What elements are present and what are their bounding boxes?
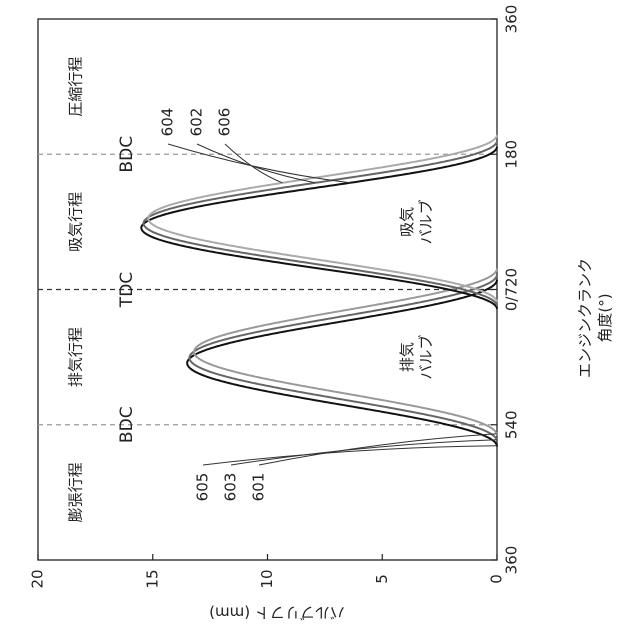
x-tick-label: 0/720	[503, 268, 521, 311]
x-tick-label: 180	[503, 140, 521, 169]
valve-label: 排気バルブ	[398, 335, 435, 380]
y-tick-label: 5	[373, 574, 391, 584]
y-tick-label: 0	[488, 574, 506, 584]
series-label-603: 603	[222, 473, 240, 502]
stroke-label: 圧縮行程	[67, 57, 85, 117]
series-line-601	[194, 269, 497, 436]
reference-line-label: TDC	[117, 272, 137, 308]
valve-label: 吸気バルブ	[398, 199, 435, 244]
stroke-label: 排気行程	[67, 327, 85, 387]
x-tick-label: 540	[503, 410, 521, 439]
x-tick-label: 360	[503, 5, 521, 34]
stroke-label: 吸気行程	[67, 192, 85, 252]
callout-leader	[231, 440, 497, 465]
series-line-605	[187, 280, 497, 447]
series-line-606	[148, 135, 497, 303]
reference-line-label: BDC	[117, 406, 137, 443]
x-tick-label: 360	[503, 546, 521, 575]
series-label-601: 601	[250, 473, 268, 502]
callout-leader	[225, 144, 282, 183]
series-label-606: 606	[216, 108, 234, 137]
stroke-label: 膨張行程	[67, 462, 85, 522]
reference-line-label: BDC	[117, 136, 137, 173]
series-line-603	[190, 275, 498, 442]
plot-group: BDC TDC BDC 膨張行程 排気行程 吸気行程 圧縮行程 605 603 601 604 602…	[29, 5, 615, 622]
y-tick-label: 10	[258, 569, 276, 588]
y-axis-label: バルブリフト (mm)	[209, 604, 345, 622]
series-label-602: 602	[188, 108, 206, 137]
y-tick-label: 20	[29, 569, 47, 588]
x-axis-label: エンジンクランク角度(°)	[576, 258, 614, 378]
series-label-604: 604	[159, 108, 177, 137]
series-label-605: 605	[194, 473, 212, 502]
callout-leader	[197, 144, 315, 183]
y-tick-label: 15	[143, 569, 161, 588]
